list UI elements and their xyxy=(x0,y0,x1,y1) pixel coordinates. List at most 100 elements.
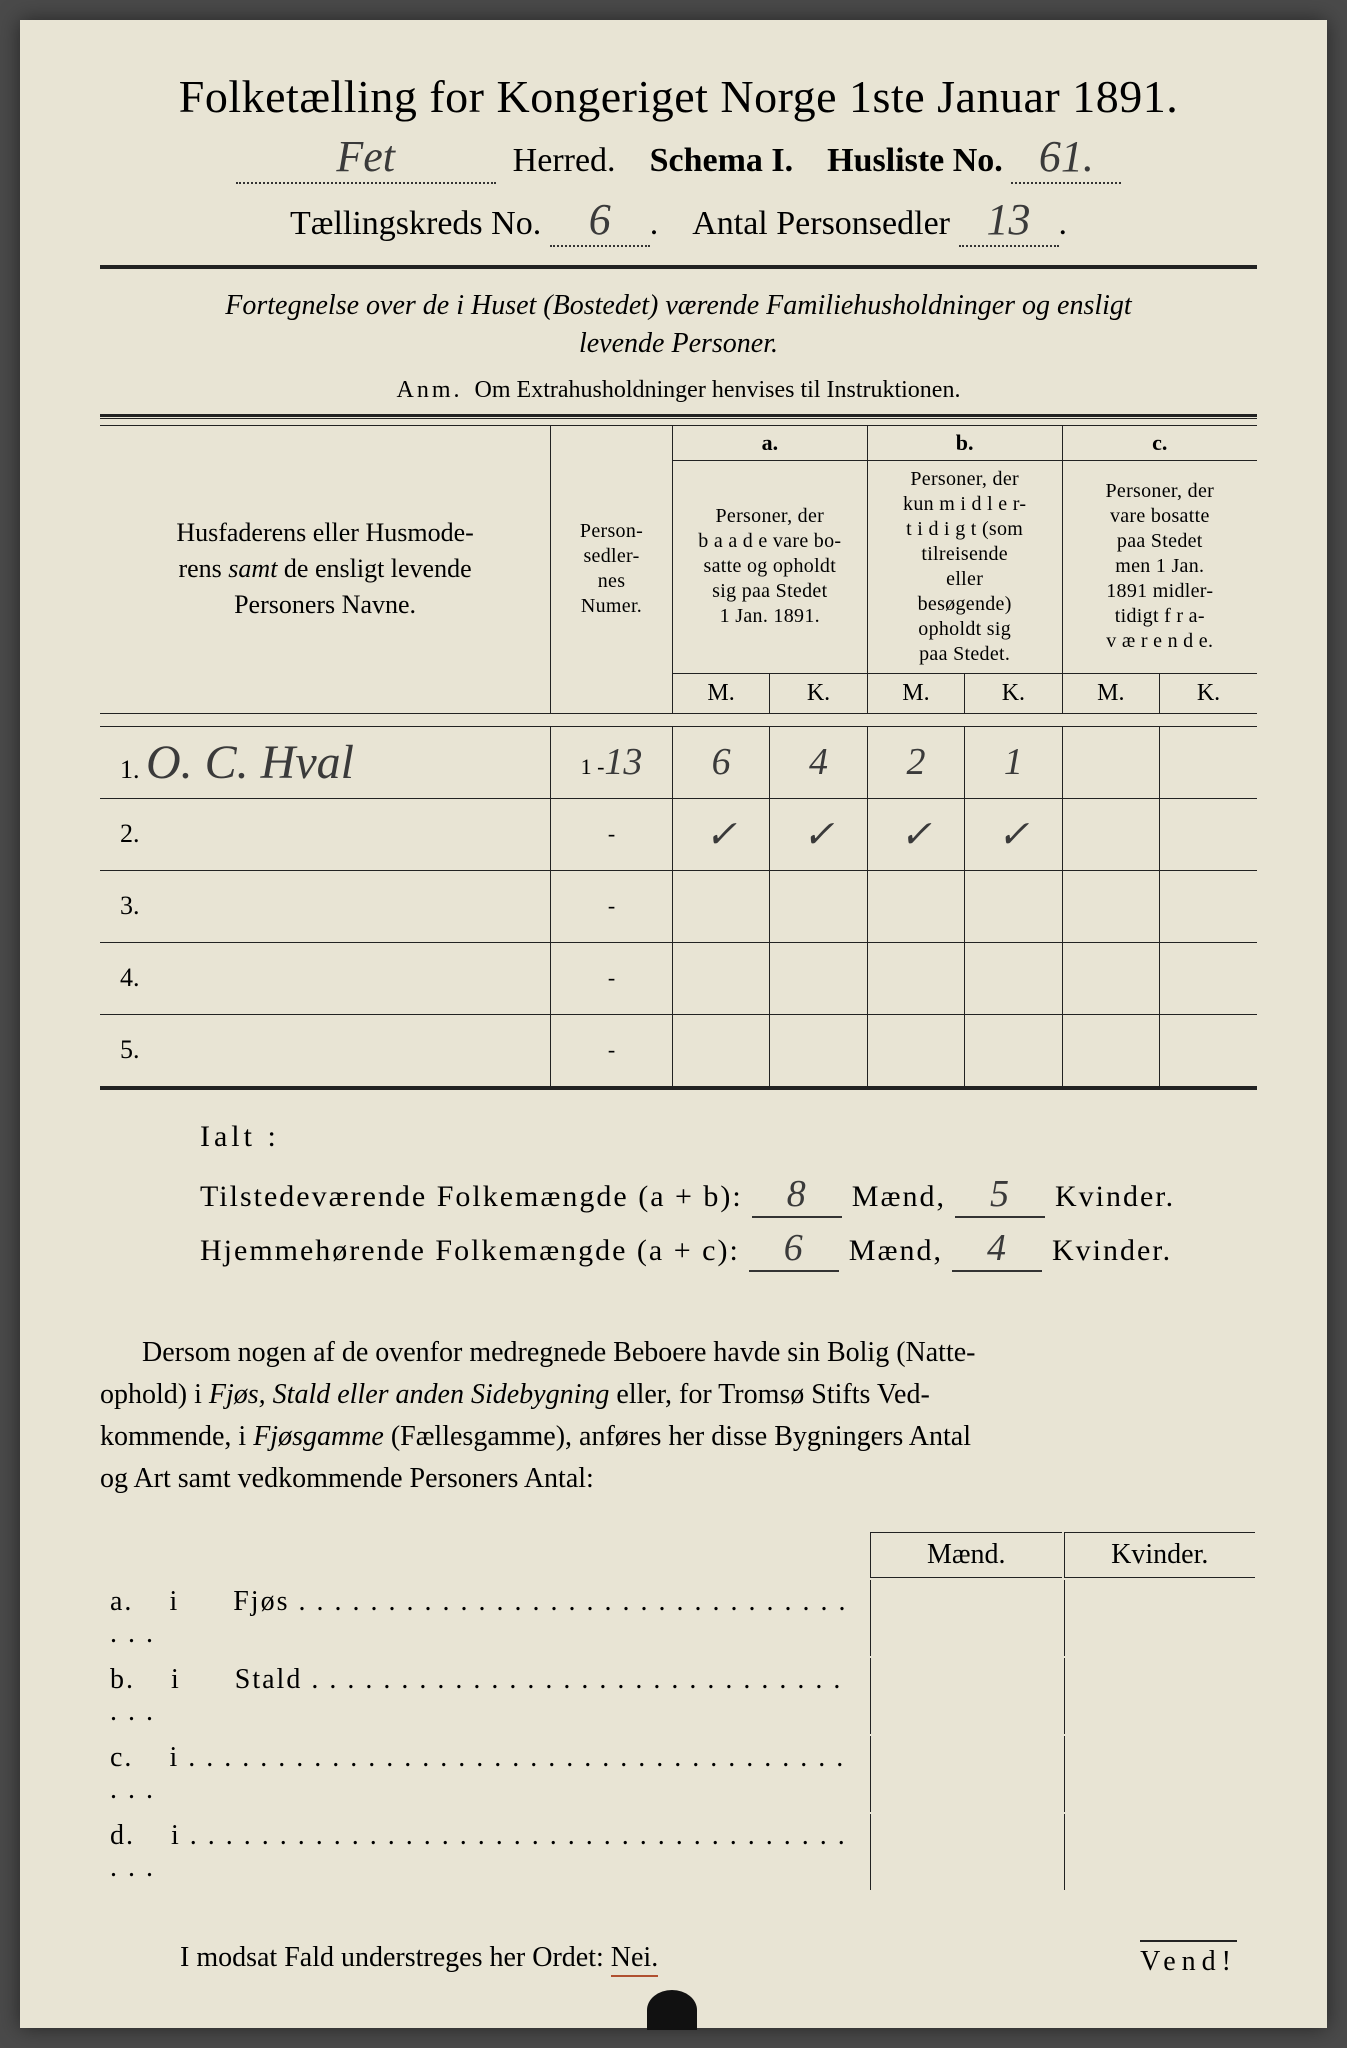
antal-label: Antal Personsedler xyxy=(692,205,950,242)
building-row: c. i . . . . . . . . . . . . . . . . . .… xyxy=(102,1736,1255,1812)
kvinder-label: Kvinder. xyxy=(1052,1234,1172,1267)
anm-label: Anm. xyxy=(397,377,463,403)
present-pop-line: Tilstedeværende Folkemængde (a + b): 8 M… xyxy=(200,1172,1257,1218)
subtitle: Fortegnelse over de i Huset (Bostedet) v… xyxy=(100,287,1257,363)
building-row: d. i . . . . . . . . . . . . . . . . . .… xyxy=(102,1814,1255,1890)
row-dots: . . . . . . . . . . . . . . . . . . . . … xyxy=(110,1820,847,1883)
cell: - xyxy=(551,870,673,942)
row-num: 3. xyxy=(100,870,551,942)
nei-text: I modsat Fald understreges her Ordet: xyxy=(180,1942,604,1973)
antal-value: 13 xyxy=(987,195,1031,244)
row-num: 5. xyxy=(100,1014,551,1086)
cell: ✓ xyxy=(803,814,835,856)
table-row: 3. - xyxy=(100,870,1257,942)
table-row: 2. - ✓ ✓ ✓ ✓ xyxy=(100,798,1257,870)
col-a-m: M. xyxy=(672,673,769,713)
divider xyxy=(100,265,1257,269)
maend-label: Mænd, xyxy=(849,1234,943,1267)
kreds-label: Tællingskreds No. xyxy=(290,205,541,242)
row-dots: . . . . . . . . . . . . . . . . . . . . … xyxy=(110,1664,842,1727)
col-c-k: K. xyxy=(1160,673,1258,713)
subtitle-1: Fortegnelse over de i Huset (Bostedet) v… xyxy=(225,290,1131,321)
row-num: 4. xyxy=(100,942,551,1014)
totals-block: Ialt : Tilstedeværende Folkemængde (a + … xyxy=(200,1120,1257,1272)
row-label: Fjøs xyxy=(233,1586,289,1617)
present-k: 5 xyxy=(990,1173,1011,1215)
kvinder-label: Kvinder. xyxy=(1055,1180,1175,1213)
row-i: i xyxy=(171,1820,181,1851)
vend-label: Vend! xyxy=(1140,1940,1237,1978)
col-a-text: Personer, derb a a d e vare bo-satte og … xyxy=(672,460,867,673)
kreds-value: 6 xyxy=(589,195,611,244)
nei-line: I modsat Fald understreges her Ordet: Ne… xyxy=(180,1942,1257,1974)
table-row: 1. O. C. Hval 1 -13 6 4 2 1 xyxy=(100,726,1257,798)
census-form-page: Folketælling for Kongeriget Norge 1ste J… xyxy=(20,20,1327,2028)
row-num: 1. xyxy=(120,755,140,784)
resident-label: Hjemmehørende Folkemængde (a + c): xyxy=(200,1234,740,1267)
row-i: i xyxy=(169,1742,179,1773)
row-label: Stald xyxy=(235,1664,303,1695)
col-c-m: M. xyxy=(1062,673,1159,713)
row-name: O. C. Hval xyxy=(146,736,354,789)
header-line-3: Tællingskreds No. 6 . Antal Personsedler… xyxy=(100,194,1257,247)
col-b-k: K. xyxy=(965,673,1062,713)
census-table: Husfaderens eller Husmode-rens samt de e… xyxy=(100,425,1257,1087)
header-line-2: Fet Herred. Schema I. Husliste No. 61. xyxy=(100,131,1257,184)
cell: ✓ xyxy=(705,814,737,856)
col-b-m: M. xyxy=(867,673,964,713)
cell: - xyxy=(551,1014,673,1086)
col-a-label: a. xyxy=(672,425,867,460)
cell-pnum: 13 xyxy=(604,741,642,783)
herred-label: Herred. xyxy=(513,142,616,179)
row-letter: d. xyxy=(110,1820,135,1851)
page-title: Folketælling for Kongeriget Norge 1ste J… xyxy=(100,70,1257,123)
row-i: i xyxy=(169,1586,179,1617)
present-m: 8 xyxy=(787,1173,808,1215)
table-row: 4. - xyxy=(100,942,1257,1014)
row-i: i xyxy=(171,1664,181,1695)
col-a-k: K. xyxy=(770,673,867,713)
col-b-text: Personer, derkun m i d l e r-t i d i g t… xyxy=(867,460,1062,673)
cell: ✓ xyxy=(997,814,1029,856)
herred-value: Fet xyxy=(336,132,395,181)
anm-text: Om Extrahusholdninger henvises til Instr… xyxy=(475,377,961,403)
paragraph: Dersom nogen af de ovenfor medregnede Be… xyxy=(100,1332,1257,1500)
col-c-text: Personer, dervare bosattepaa Stedetmen 1… xyxy=(1062,460,1257,673)
husliste-label: Husliste No. xyxy=(827,142,1003,179)
row-letter: b. xyxy=(110,1664,135,1695)
resident-m: 6 xyxy=(784,1227,805,1269)
row-num: 2. xyxy=(100,798,551,870)
building-table: Mænd. Kvinder. a. i Fjøs . . . . . . . .… xyxy=(100,1530,1257,1892)
cell: 2 xyxy=(906,741,925,783)
resident-pop-line: Hjemmehørende Folkemængde (a + c): 6 Mæn… xyxy=(200,1226,1257,1272)
maend-label: Mænd, xyxy=(852,1180,946,1213)
nei-word: Nei. xyxy=(611,1942,658,1977)
cell: ✓ xyxy=(900,814,932,856)
page-notch xyxy=(647,1990,697,2030)
cell: - xyxy=(551,942,673,1014)
row-letter: c. xyxy=(110,1742,133,1773)
building-row: b. i Stald . . . . . . . . . . . . . . .… xyxy=(102,1658,1255,1734)
anm-line: Anm. Om Extrahusholdninger henvises til … xyxy=(100,377,1257,404)
resident-k: 4 xyxy=(987,1227,1008,1269)
col-c-label: c. xyxy=(1062,425,1257,460)
ialt-label: Ialt : xyxy=(200,1120,1257,1154)
row-letter: a. xyxy=(110,1586,133,1617)
present-label: Tilstedeværende Folkemængde (a + b): xyxy=(200,1180,743,1213)
cell: 6 xyxy=(712,741,731,783)
col-person: Person-sedler-nesNumer. xyxy=(551,425,673,713)
col-names: Husfaderens eller Husmode-rens samt de e… xyxy=(100,425,551,713)
cell: - xyxy=(551,798,673,870)
row-dots: . . . . . . . . . . . . . . . . . . . . … xyxy=(110,1742,845,1805)
row-dots: . . . . . . . . . . . . . . . . . . . . … xyxy=(110,1586,847,1649)
col-b-label: b. xyxy=(867,425,1062,460)
cell: 4 xyxy=(809,741,828,783)
subtitle-2: levende Personer. xyxy=(579,328,778,359)
cell: 1 xyxy=(1004,741,1023,783)
table-row: 5. - xyxy=(100,1014,1257,1086)
mk-m: Mænd. xyxy=(870,1532,1062,1578)
mk-k: Kvinder. xyxy=(1064,1532,1256,1578)
husliste-value: 61. xyxy=(1039,132,1094,181)
building-row: a. i Fjøs . . . . . . . . . . . . . . . … xyxy=(102,1580,1255,1656)
schema-label: Schema I. xyxy=(650,142,794,179)
